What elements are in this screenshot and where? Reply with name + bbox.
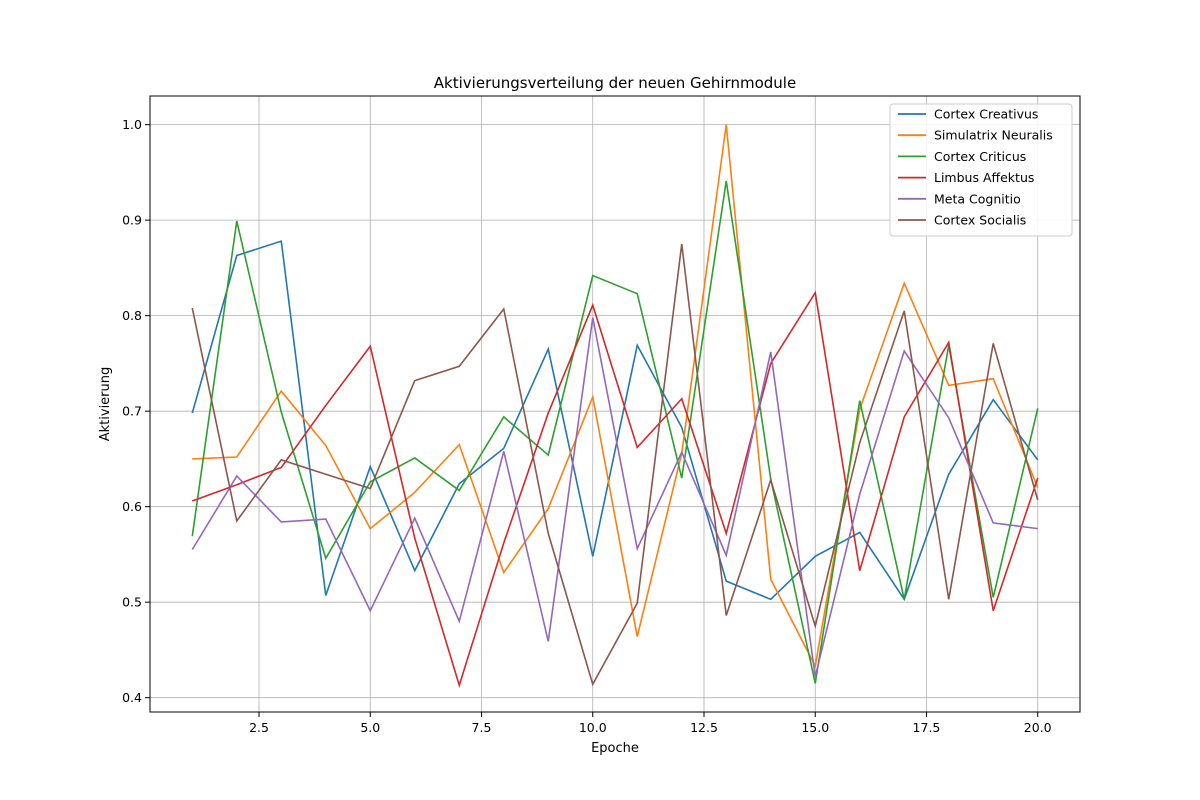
legend-box	[889, 103, 1073, 237]
legend-label-limbus-affektus: Limbus Affektus	[934, 170, 1034, 185]
legend-label-cortex-socialis: Cortex Socialis	[934, 213, 1026, 228]
y-tick-label: 0.4	[122, 690, 142, 705]
series-lines	[191, 124, 1039, 688]
chart-title: Aktivierungsverteilung der neuen Gehirnm…	[434, 74, 796, 92]
y-axis-label: Aktivierung	[98, 367, 113, 442]
legend-label-cortex-criticus: Cortex Criticus	[934, 149, 1026, 164]
x-tick-label: 10.0	[579, 720, 607, 735]
y-tick-label: 0.8	[122, 308, 142, 323]
axis-ticks: 2.5 5.0 7.5 10.0 12.5 15.0 17.5 20.0 0.4 0.5 0.6 0.…	[122, 117, 1052, 735]
x-tick-label: 7.5	[472, 720, 492, 735]
x-tick-label: 20.0	[1024, 720, 1052, 735]
plot-frame	[149, 95, 1081, 713]
legend-label-simulatrix-neuralis: Simulatrix Neuralis	[934, 128, 1053, 143]
series-line-limbus-affektus	[191, 290, 1039, 688]
x-tick-label: 12.5	[690, 720, 718, 735]
series-line-simulatrix-neuralis	[192, 124, 1039, 669]
series-line-cortex-criticus	[191, 180, 1039, 684]
legend-label-meta-cognitio: Meta Cognitio	[934, 191, 1021, 206]
x-tick-label: 5.0	[360, 720, 380, 735]
y-tick-label: 1.0	[122, 117, 142, 132]
legend: Cortex Creativus Simulatrix Neuralis Corte…	[889, 103, 1073, 237]
y-tick-label: 0.7	[122, 404, 142, 419]
series-line-cortex-creativus	[191, 240, 1039, 602]
x-tick-label: 15.0	[801, 720, 829, 735]
x-tick-label: 2.5	[249, 720, 269, 735]
x-axis-label: Epoche	[591, 741, 639, 756]
series-line-meta-cognitio	[191, 317, 1038, 677]
y-tick-label: 0.5	[122, 595, 142, 610]
series-line-cortex-socialis	[191, 243, 1039, 687]
legend-label-cortex-creativus: Cortex Creativus	[934, 107, 1038, 122]
x-tick-label: 17.5	[913, 720, 941, 735]
y-tick-label: 0.6	[122, 499, 142, 514]
y-tick-label: 0.9	[122, 213, 142, 228]
